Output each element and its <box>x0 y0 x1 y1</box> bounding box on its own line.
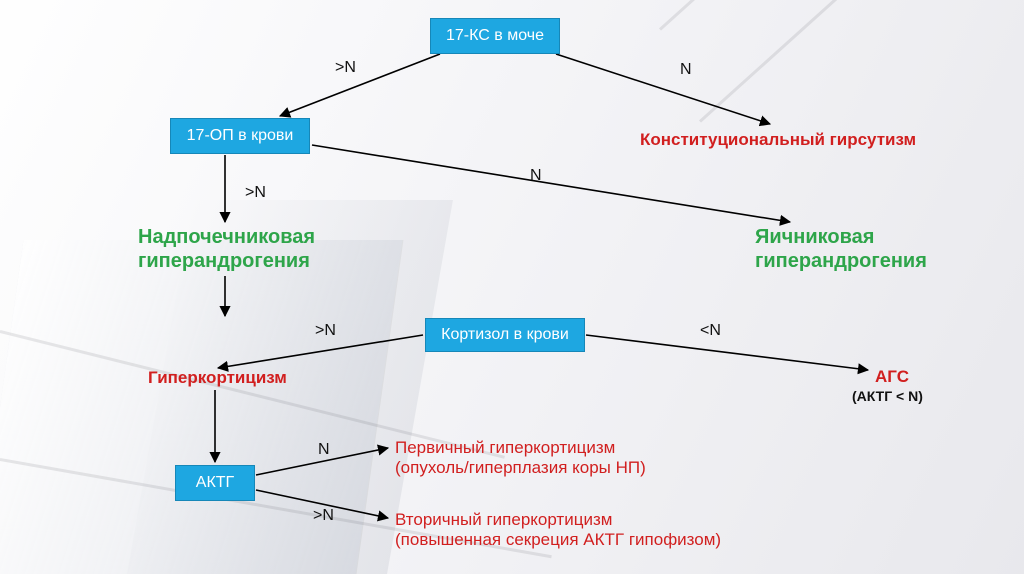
text-ags_sub: (АКТГ < N) <box>852 388 923 405</box>
text-hypercort: Гиперкортицизм <box>148 368 287 388</box>
node-label: АКТГ <box>196 474 234 492</box>
text-ags: АГС <box>875 367 909 387</box>
flow-node-acth: АКТГ <box>175 465 255 501</box>
node-label: 17-КС в моче <box>446 27 544 45</box>
node-label: 17-ОП в крови <box>187 127 294 145</box>
flow-node-cortisol: Кортизол в крови <box>425 318 585 352</box>
text-ovarian: Яичниковая гиперандрогения <box>755 225 927 273</box>
node-label: Кортизол в крови <box>441 326 569 344</box>
flow-node-op: 17-ОП в крови <box>170 118 310 154</box>
text-constitutional: Конституциональный гирсутизм <box>640 130 916 150</box>
flow-node-ks: 17-КС в моче <box>430 18 560 54</box>
text-secondary: Вторичный гиперкортицизм (повышенная сек… <box>395 510 721 551</box>
text-adrenal: Надпочечниковая гиперандрогения <box>138 225 315 273</box>
text-primary: Первичный гиперкортицизм (опухоль/гиперп… <box>395 438 646 479</box>
